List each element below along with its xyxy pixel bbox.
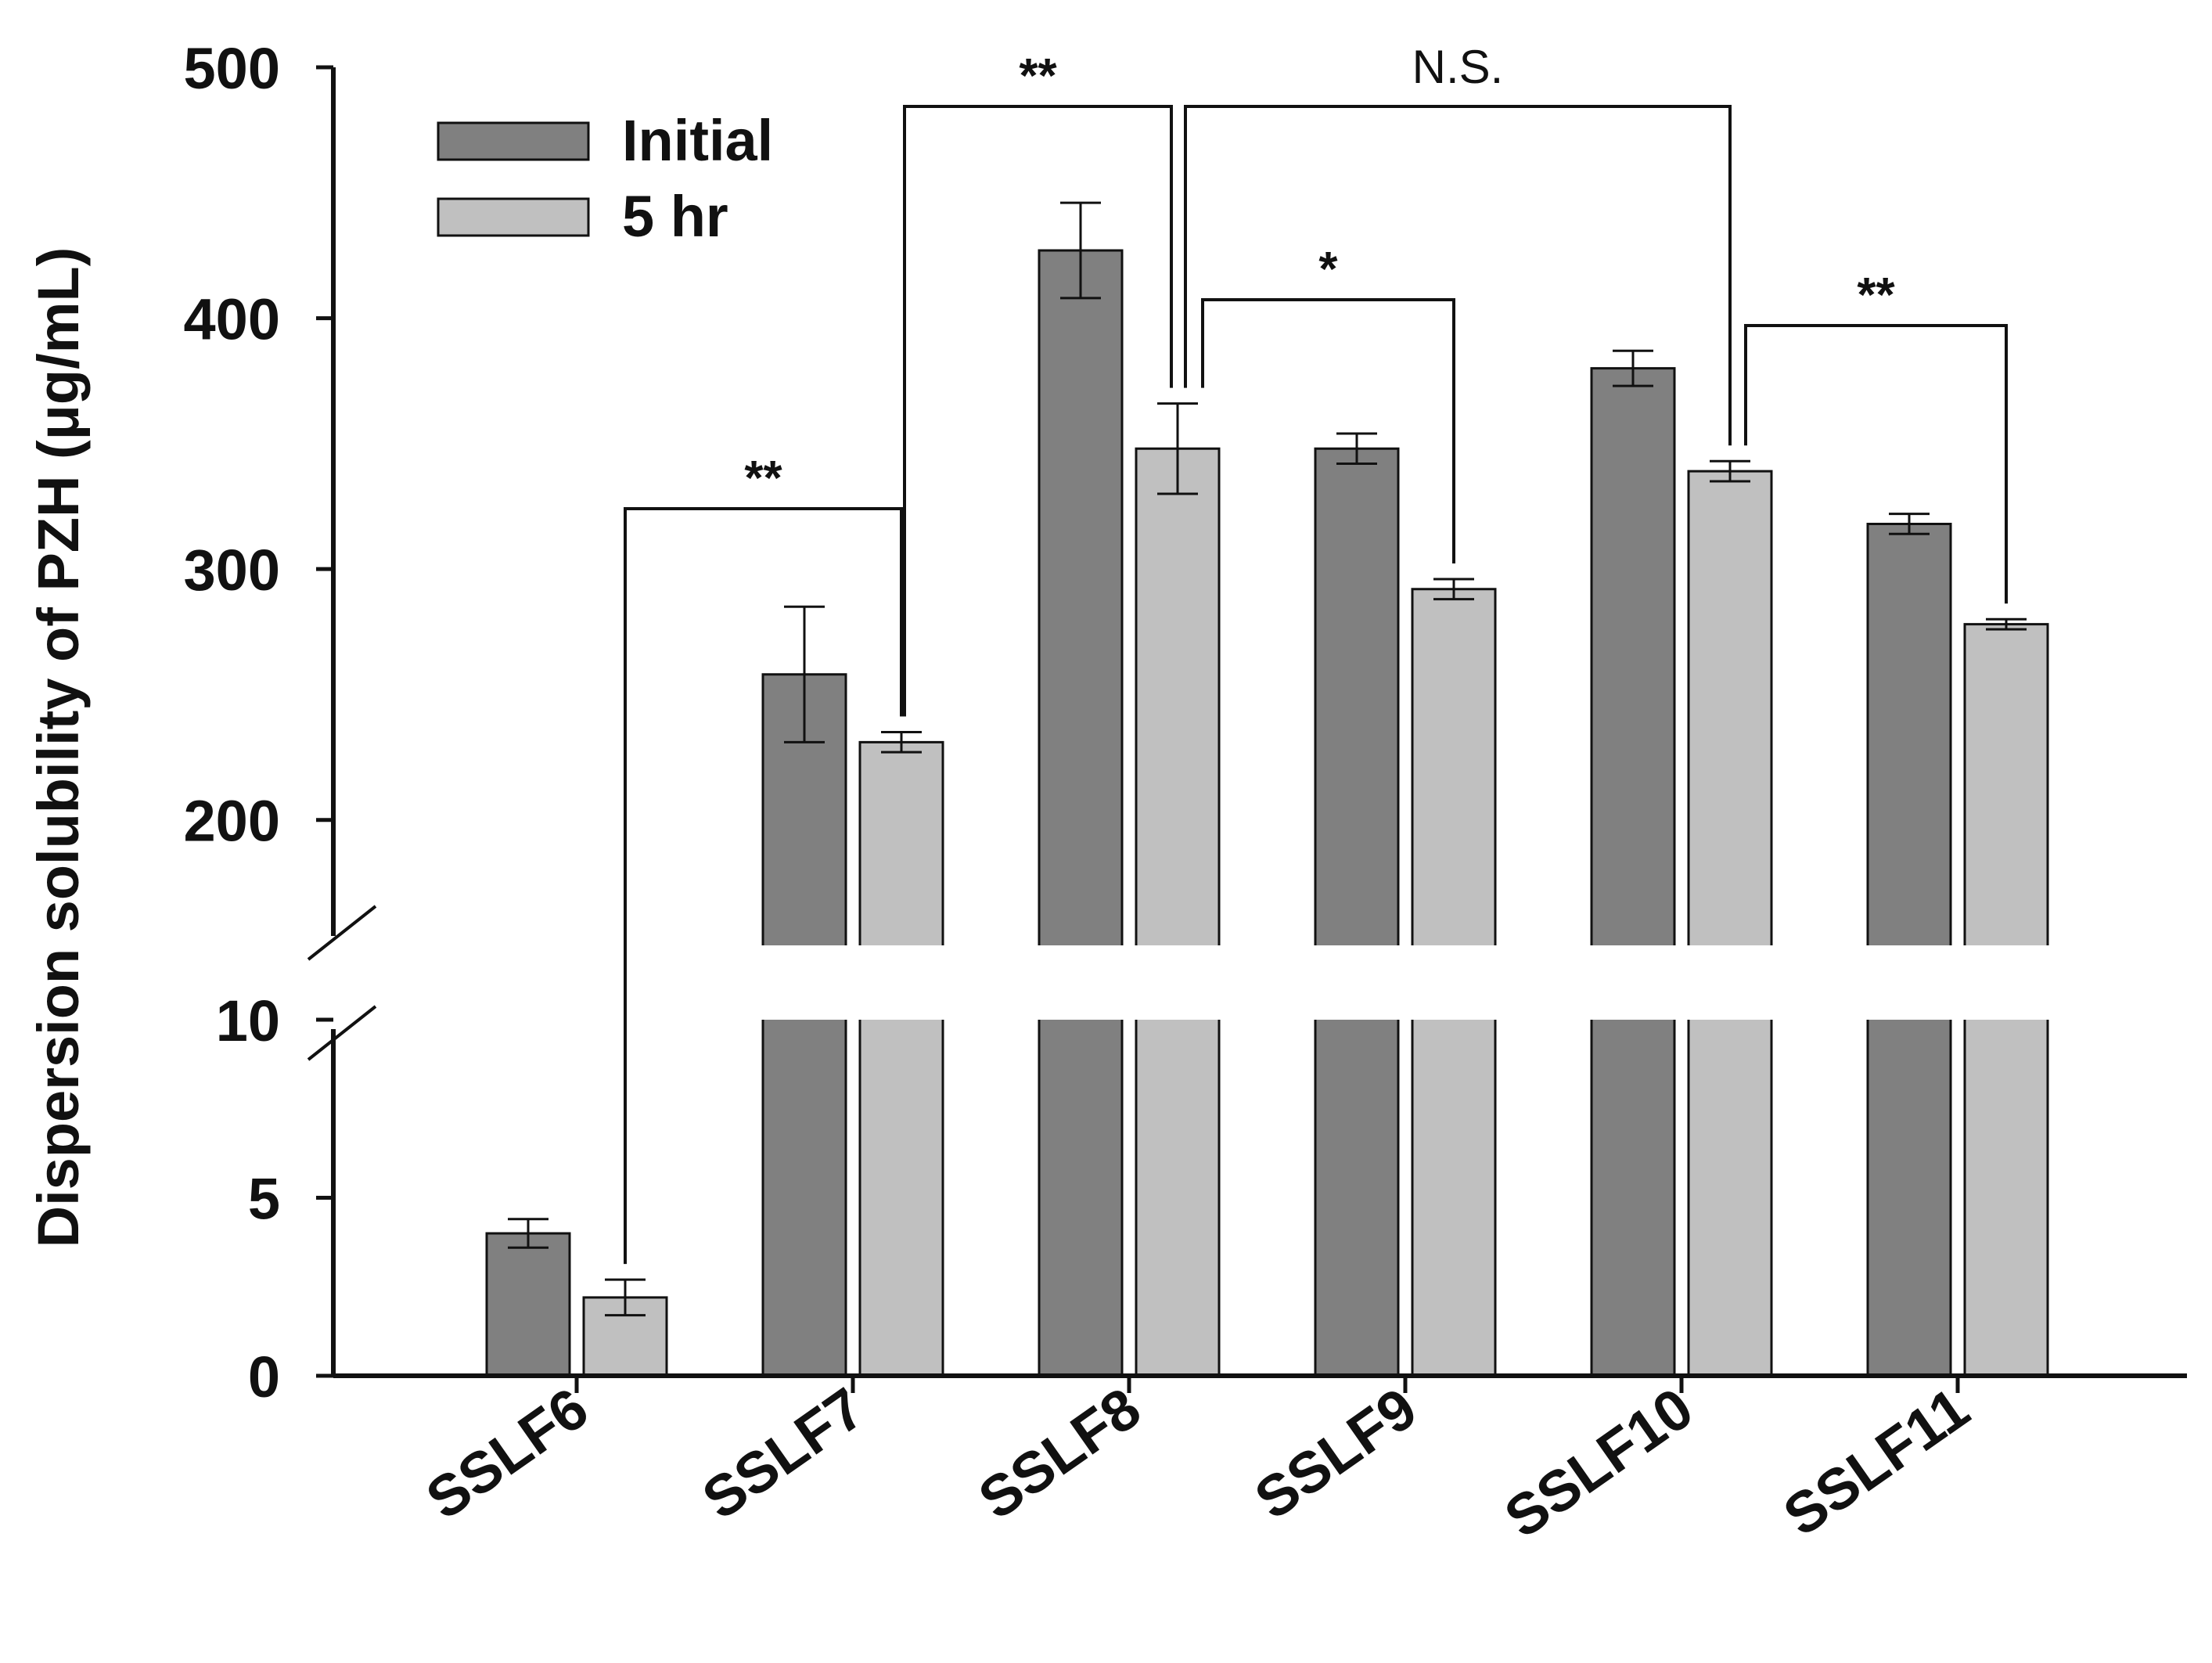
significance-line — [1744, 324, 2008, 604]
error-bar-SSLF10-Initial — [1613, 349, 1653, 387]
bar-lower-fill — [860, 1020, 943, 1376]
bar-upper-fill — [860, 742, 943, 945]
error-bar-SSLF11-5 hr — [1986, 617, 2027, 631]
y-tick-label-10: 10 — [216, 988, 280, 1053]
significance-line — [1201, 298, 1455, 563]
x-tick-label-SSLF10: SSLF10 — [1493, 1375, 1704, 1550]
bar-upper-fill — [1868, 524, 1951, 945]
error-bar-SSLF6-5 hr — [605, 1278, 646, 1317]
legend-label: Initial — [622, 108, 773, 173]
error-bar-SSLF8-Initial — [1060, 201, 1101, 300]
y-tick-label-400: 400 — [184, 287, 280, 352]
bar-lower-outline — [1135, 1020, 1221, 1376]
bar-lower-fill — [1136, 1020, 1219, 1376]
significance-line — [1184, 105, 1732, 446]
significance-bracket-4: * — [1201, 243, 1455, 563]
x-tick-label-SSLF8: SSLF8 — [967, 1375, 1152, 1532]
error-bar-SSLF7-5 hr — [881, 731, 922, 754]
y-axis-label: Dispersion solubility of PZH (μg/mL) — [26, 247, 91, 1248]
significance-bracket-5: ** — [1744, 268, 2008, 604]
bar-SSLF10-Initial — [1590, 367, 1676, 1376]
bar-lower-outline — [1411, 1020, 1497, 1376]
bar-SSLF8-5 hr — [1135, 447, 1221, 1376]
bar-lower-outline — [1590, 1020, 1676, 1376]
significance-bracket-2: ** — [903, 49, 1173, 717]
y-tick-label-500: 500 — [184, 36, 280, 101]
bar-SSLF11-Initial — [1866, 522, 1952, 1376]
bar-lower-fill — [1965, 1020, 2048, 1376]
bar-lower-fill — [763, 1020, 846, 1376]
bar-lower-outline — [1963, 1020, 2049, 1376]
bar-upper-fill — [1039, 250, 1122, 945]
error-bar-SSLF10-5 hr — [1710, 459, 1750, 483]
significance-label: ** — [1857, 268, 1895, 322]
bar-lower-outline — [1687, 1020, 1773, 1376]
bar-lower-outline — [761, 1020, 847, 1376]
legend-item-5 hr: 5 hr — [437, 184, 728, 249]
significance-line — [624, 507, 903, 1265]
bar-SSLF8-Initial — [1038, 249, 1124, 1376]
bar-lower-fill — [1412, 1020, 1495, 1376]
significance-bracket-1: ** — [624, 452, 903, 1265]
bar-SSLF9-5 hr — [1411, 588, 1497, 1376]
significance-label: ** — [744, 452, 782, 506]
bar-SSLF10-5 hr — [1687, 470, 1773, 1376]
error-bar-SSLF8-5 hr — [1157, 402, 1198, 495]
y-tick-label-0: 0 — [248, 1344, 280, 1409]
x-tick-label-SSLF7: SSLF7 — [691, 1375, 876, 1532]
bar-upper-fill — [1315, 448, 1398, 945]
bars-layer — [485, 201, 2049, 1377]
error-bar-SSLF6-Initial — [508, 1218, 549, 1249]
legend: Initial 5 hr — [437, 108, 773, 249]
bar-lower-fill — [1592, 1020, 1674, 1376]
bar-SSLF7-5 hr — [858, 740, 944, 1376]
bar-lower-fill — [1868, 1020, 1951, 1376]
error-bar-SSLF9-Initial — [1336, 432, 1377, 466]
significance-bracket-3: N.S. — [1184, 41, 1732, 446]
bar-lower-fill — [1689, 1020, 1771, 1376]
error-bar-SSLF11-Initial — [1889, 513, 1930, 535]
bar-SSLF9-Initial — [1314, 447, 1400, 1376]
x-tick-label-SSLF11: SSLF11 — [1772, 1375, 1981, 1548]
significance-label: N.S. — [1412, 41, 1504, 93]
bar-lower-fill — [1039, 1020, 1122, 1376]
error-bar-SSLF7-Initial — [784, 605, 825, 743]
axis-break-mark-top — [307, 905, 377, 961]
bar-SSLF11-5 hr — [1963, 623, 2049, 1376]
bar-lower-outline — [1866, 1020, 1952, 1376]
significance-line — [903, 105, 1173, 717]
bar-SSLF6-Initial — [485, 1232, 571, 1377]
significance-label: * — [1318, 243, 1338, 297]
bar-SSLF7-Initial — [761, 673, 847, 1376]
bar-lower-outline — [1038, 1020, 1124, 1376]
bar-upper-fill — [1412, 589, 1495, 945]
bar-upper-fill — [1136, 448, 1219, 945]
legend-label: 5 hr — [622, 184, 728, 249]
bar-upper-fill — [1965, 624, 2048, 945]
x-tick-label-SSLF6: SSLF6 — [415, 1375, 599, 1532]
significance-label: ** — [1019, 49, 1057, 103]
axis-break-mark-bottom — [307, 1005, 377, 1061]
y-tick-label-5: 5 — [248, 1167, 280, 1232]
bar-upper-fill — [1689, 471, 1771, 945]
significance-layer: **** N.S.* ** — [624, 41, 2008, 1265]
x-tick-label-SSLF9: SSLF9 — [1243, 1375, 1428, 1532]
legend-swatch — [437, 121, 590, 161]
error-bar-SSLF9-5 hr — [1433, 578, 1474, 601]
y-tick-label-300: 300 — [184, 538, 280, 603]
bar-upper-fill — [1592, 368, 1674, 946]
bar-lower-outline — [1314, 1020, 1400, 1376]
legend-item-Initial: Initial — [437, 108, 773, 173]
y-tick-label-200: 200 — [184, 789, 280, 854]
bar-lower-fill — [1315, 1020, 1398, 1376]
bar-lower-outline — [858, 1020, 944, 1376]
legend-swatch — [437, 197, 590, 237]
